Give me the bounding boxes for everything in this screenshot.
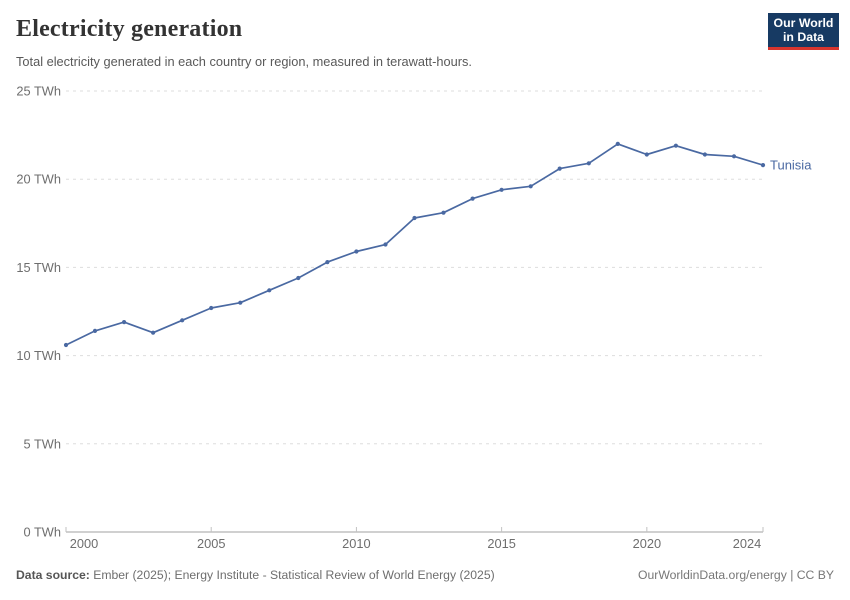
owid-logo[interactable]: Our World in Data: [768, 13, 839, 50]
data-point[interactable]: [702, 152, 708, 157]
data-point[interactable]: [644, 152, 649, 157]
page-title: Electricity generation: [16, 16, 243, 42]
data-point[interactable]: [760, 163, 766, 168]
page-subtitle: Total electricity generated in each coun…: [16, 54, 472, 69]
data-point[interactable]: [209, 305, 214, 311]
data-point[interactable]: [528, 184, 533, 189]
data-point[interactable]: [586, 161, 591, 166]
x-axis-label: 2010: [342, 536, 370, 551]
series-label-tunisia[interactable]: Tunisia: [770, 158, 812, 173]
data-source-label: Data source:: [16, 568, 90, 582]
y-axis-label: 0 TWh: [24, 525, 61, 540]
data-point[interactable]: [441, 210, 446, 215]
data-point[interactable]: [296, 275, 301, 281]
y-axis-label: 10 TWh: [16, 348, 61, 363]
x-axis-label: 2005: [197, 536, 225, 551]
y-axis-label: 25 TWh: [16, 84, 61, 99]
data-point[interactable]: [122, 320, 127, 325]
y-axis-label: 20 TWh: [16, 172, 61, 187]
data-point[interactable]: [615, 141, 620, 146]
data-point[interactable]: [267, 288, 272, 293]
data-point[interactable]: [412, 215, 417, 221]
x-axis-label: 2020: [633, 536, 661, 551]
rights-note[interactable]: OurWorldinData.org/energy | CC BY: [638, 568, 834, 582]
data-point[interactable]: [731, 154, 737, 159]
x-axis-label: 2024: [733, 536, 761, 551]
data-point[interactable]: [151, 330, 156, 335]
y-axis-label: 5 TWh: [24, 436, 61, 451]
data-point[interactable]: [499, 187, 504, 192]
x-axis-label: 2000: [70, 536, 98, 551]
data-source-note: Data source: Ember (2025); Energy Instit…: [16, 568, 495, 582]
data-source-text: Ember (2025); Energy Institute - Statist…: [89, 568, 495, 582]
y-axis-label: 15 TWh: [16, 260, 61, 275]
data-point[interactable]: [673, 143, 679, 148]
data-point[interactable]: [180, 318, 185, 323]
owid-logo-line2: in Data: [783, 30, 824, 44]
owid-logo-line1: Our World: [773, 15, 834, 30]
data-line-tunisia[interactable]: [65, 143, 764, 346]
data-point[interactable]: [63, 342, 69, 348]
chart-footer: Data source: Ember (2025); Energy Instit…: [16, 568, 834, 582]
data-point[interactable]: [325, 260, 330, 265]
data-point[interactable]: [238, 300, 243, 305]
data-point[interactable]: [383, 242, 388, 247]
x-axis-label: 2015: [487, 536, 515, 551]
data-point[interactable]: [470, 196, 475, 201]
data-point[interactable]: [354, 249, 359, 254]
data-point[interactable]: [92, 328, 98, 333]
data-point[interactable]: [557, 166, 562, 171]
